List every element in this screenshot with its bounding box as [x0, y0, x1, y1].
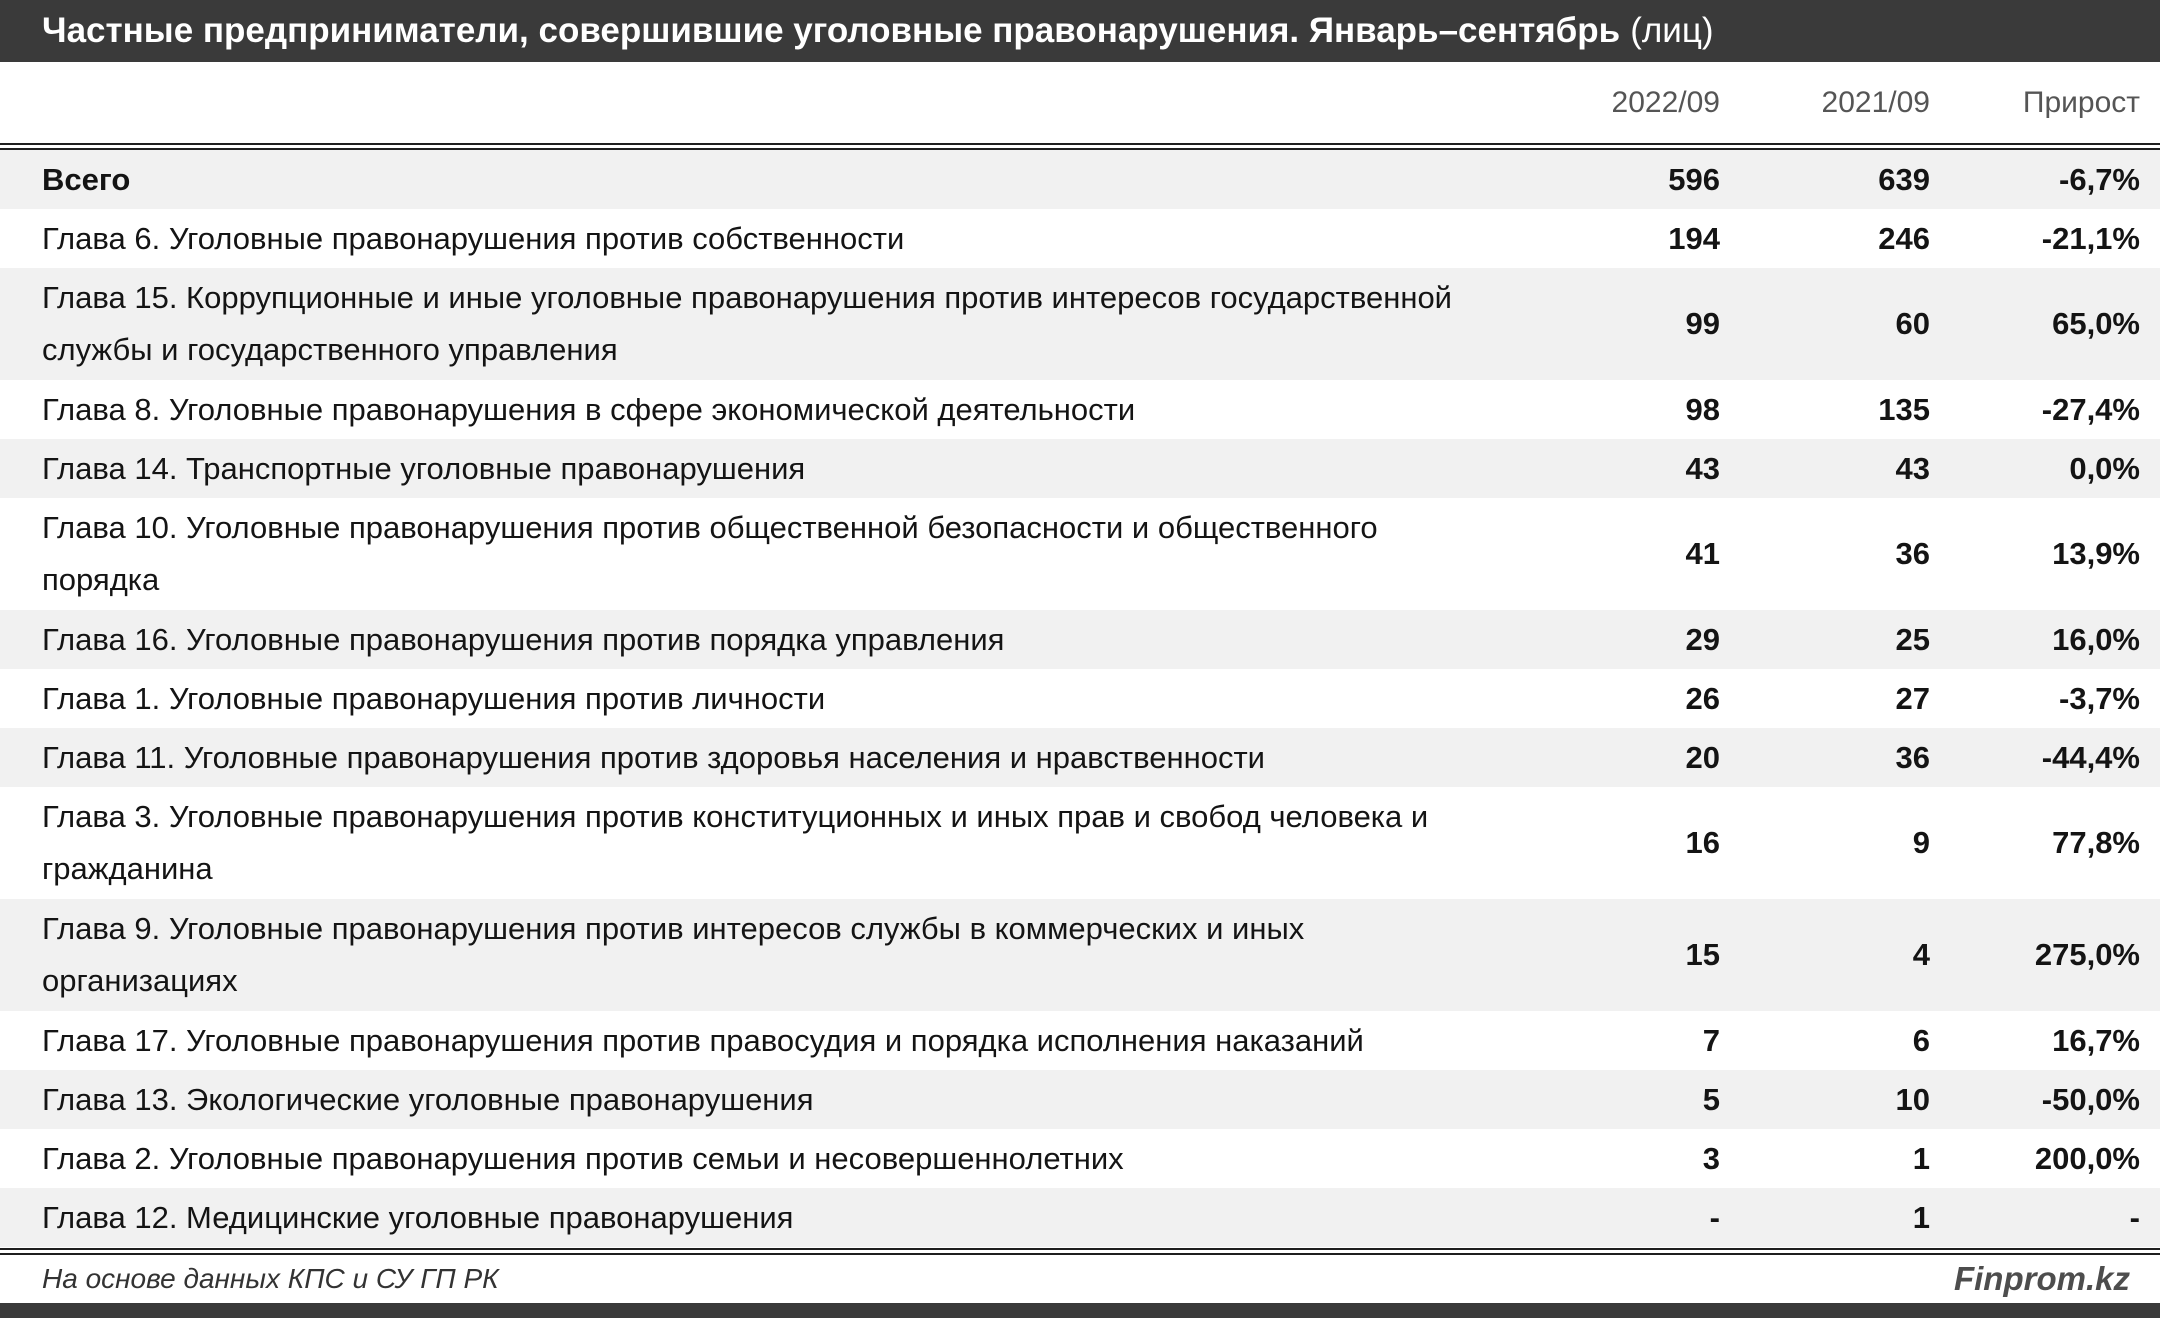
value-growth: -44,4%	[2041, 739, 2140, 775]
row-label: Глава 2. Уголовные правонарушения против…	[42, 1140, 1124, 1176]
value-growth: 13,9%	[2052, 536, 2140, 571]
row-label: Глава 11. Уголовные правонарушения проти…	[42, 739, 1265, 775]
table-row: Глава 17. Уголовные правонарушения проти…	[0, 1011, 2160, 1070]
value-growth: -6,7%	[2059, 161, 2140, 197]
value-growth: 200,0%	[2034, 1140, 2140, 1176]
row-label: Глава 1. Уголовные правонарушения против…	[42, 680, 826, 716]
table-row: Глава 11. Уголовные правонарушения проти…	[0, 728, 2160, 787]
value-2021: 36	[1895, 536, 1930, 571]
value-2022: 43	[1685, 450, 1720, 486]
row-label: Глава 6. Уголовные правонарушения против…	[42, 220, 905, 256]
value-growth: 16,7%	[2052, 1022, 2140, 1058]
table-body: Всего 596 639 -6,7% Глава 6. Уголовные п…	[0, 150, 2160, 1248]
value-2022: 98	[1685, 391, 1720, 427]
value-growth: -21,1%	[2041, 220, 2140, 256]
value-growth: 16,0%	[2052, 621, 2140, 657]
value-growth: 275,0%	[2034, 937, 2140, 972]
bottom-accent-bar	[0, 1303, 2160, 1318]
row-label: Глава 8. Уголовные правонарушения в сфер…	[42, 391, 1136, 427]
value-2021: 43	[1895, 450, 1930, 486]
value-2022: 20	[1685, 739, 1720, 775]
value-2021: 10	[1895, 1081, 1930, 1117]
column-header-2022-09: 2022/09	[1611, 85, 1720, 119]
table-row: Глава 13. Экологические уголовные правон…	[0, 1070, 2160, 1129]
value-2022: 596	[1668, 161, 1720, 197]
value-growth: -3,7%	[2059, 680, 2140, 716]
page-footer: На основе данных КПС и СУ ГП РК Finprom.…	[0, 1255, 2160, 1303]
value-2021: 4	[1912, 937, 1930, 972]
value-2022: 3	[1702, 1140, 1720, 1176]
row-label: Глава 9. Уголовные правонарушения против…	[42, 911, 1305, 998]
value-2022: 15	[1685, 937, 1720, 972]
table-header-row: 2022/09 2021/09 Прирост	[0, 62, 2160, 143]
row-label: Глава 10. Уголовные правонарушения проти…	[42, 510, 1378, 597]
value-2021: 60	[1895, 306, 1930, 341]
value-growth: 0,0%	[2069, 450, 2140, 486]
table-row: Глава 9. Уголовные правонарушения против…	[0, 899, 2160, 1011]
table-row-total: Всего 596 639 -6,7%	[0, 150, 2160, 209]
table-row: Глава 16. Уголовные правонарушения проти…	[0, 610, 2160, 669]
value-2022: 41	[1685, 536, 1720, 571]
value-2022: -	[1709, 1199, 1720, 1235]
column-header-growth: Прирост	[2022, 85, 2140, 119]
value-growth: -27,4%	[2041, 391, 2140, 427]
row-label: Глава 12. Медицинские уголовные правонар…	[42, 1199, 794, 1235]
value-2021: 1	[1912, 1140, 1930, 1176]
brand-logo-text: Finprom.kz	[1953, 1260, 2130, 1297]
value-growth: -50,0%	[2041, 1081, 2140, 1117]
value-2022: 26	[1685, 680, 1720, 716]
value-2021: 639	[1878, 161, 1930, 197]
value-2022: 5	[1702, 1081, 1720, 1117]
row-label: Глава 14. Транспортные уголовные правона…	[42, 450, 806, 486]
value-2021: 9	[1912, 825, 1930, 860]
value-2022: 7	[1702, 1022, 1720, 1058]
value-2021: 25	[1895, 621, 1930, 657]
column-header-2021-09: 2021/09	[1821, 85, 1930, 119]
value-2021: 36	[1895, 739, 1930, 775]
divider-top	[0, 143, 2160, 150]
row-label: Глава 15. Коррупционные и иные уголовные…	[42, 280, 1453, 367]
row-label: Всего	[42, 161, 131, 197]
value-2021: 135	[1878, 391, 1930, 427]
divider-bottom	[0, 1248, 2160, 1255]
title-bar: Частные предприниматели, совершившие уго…	[0, 0, 2160, 62]
value-2021: 1	[1912, 1199, 1930, 1235]
page-title-units: (лиц)	[1630, 11, 1714, 50]
row-label: Глава 17. Уголовные правонарушения проти…	[42, 1022, 1364, 1058]
table-row: Глава 2. Уголовные правонарушения против…	[0, 1129, 2160, 1188]
value-2022: 194	[1668, 220, 1720, 256]
value-growth: 77,8%	[2052, 825, 2140, 860]
value-2021: 27	[1895, 680, 1930, 716]
value-growth: -	[2129, 1199, 2140, 1235]
row-label: Глава 13. Экологические уголовные правон…	[42, 1081, 814, 1117]
value-2022: 16	[1685, 825, 1720, 860]
table-row: Глава 1. Уголовные правонарушения против…	[0, 669, 2160, 728]
row-label: Глава 3. Уголовные правонарушения против…	[42, 799, 1429, 886]
value-2021: 246	[1878, 220, 1930, 256]
value-2022: 99	[1685, 306, 1720, 341]
row-label: Глава 16. Уголовные правонарушения проти…	[42, 621, 1005, 657]
table-row: Глава 12. Медицинские уголовные правонар…	[0, 1188, 2160, 1247]
value-2021: 6	[1912, 1022, 1930, 1058]
value-growth: 65,0%	[2052, 306, 2140, 341]
data-source-note: На основе данных КПС и СУ ГП РК	[42, 1263, 499, 1294]
table-row: Глава 6. Уголовные правонарушения против…	[0, 209, 2160, 268]
table-row: Глава 14. Транспортные уголовные правона…	[0, 439, 2160, 498]
table-row: Глава 15. Коррупционные и иные уголовные…	[0, 268, 2160, 380]
value-2022: 29	[1685, 621, 1720, 657]
table-row: Глава 10. Уголовные правонарушения проти…	[0, 498, 2160, 610]
table-row: Глава 8. Уголовные правонарушения в сфер…	[0, 380, 2160, 439]
page-title: Частные предприниматели, совершившие уго…	[42, 11, 1621, 50]
table-row: Глава 3. Уголовные правонарушения против…	[0, 787, 2160, 899]
